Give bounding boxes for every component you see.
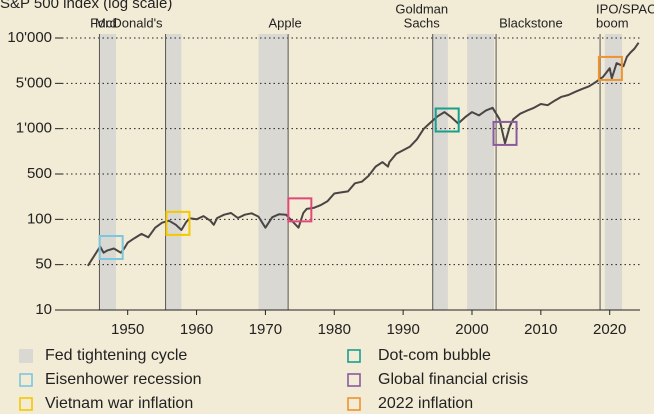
event-label: Goldman (395, 1, 448, 16)
event-label: Ford (90, 15, 117, 30)
legend-swatch (347, 349, 361, 363)
legend-label: Dot-com bubble (378, 347, 491, 364)
x-tick-label: 1980 (318, 321, 351, 338)
x-tick-label: 2020 (593, 321, 626, 338)
legend-label: Eisenhower recession (45, 371, 202, 388)
event-label: Blackstone (499, 15, 563, 30)
y-tick-label: 100 (27, 210, 52, 227)
x-tick-label: 2000 (455, 321, 488, 338)
event-label: McDonald's (95, 15, 163, 30)
event-label: Apple (269, 15, 302, 30)
legend-label: Fed tightening cycle (45, 347, 187, 364)
shaded-region (467, 34, 495, 310)
x-tick-label: 1960 (180, 321, 213, 338)
y-tick-label: 50 (35, 256, 52, 273)
y-tick-label: 10 (35, 301, 52, 318)
x-tick-label: 1970 (249, 321, 282, 338)
episode-box (434, 107, 460, 133)
legend-label: 2022 inflation (378, 395, 473, 412)
y-tick-label: 5'000 (16, 74, 52, 91)
episode-box (597, 55, 623, 81)
shaded-region (604, 34, 623, 310)
legend-swatch (19, 397, 33, 411)
episode-box (492, 120, 518, 146)
event-label: Sachs (404, 15, 441, 30)
y-tick-label: 1'000 (16, 120, 52, 137)
legend-swatch (19, 349, 33, 363)
episode-box (98, 235, 124, 261)
episode-box (165, 210, 191, 236)
legend-swatch (347, 397, 361, 411)
shaded-region (100, 34, 116, 310)
legend-swatch (19, 373, 33, 387)
x-tick-label: 1990 (386, 321, 419, 338)
shaded-region (258, 34, 289, 310)
index-line (86, 42, 640, 267)
episode-box (287, 197, 313, 223)
legend-label: Vietnam war inflation (45, 395, 193, 412)
event-label: boom (596, 15, 629, 30)
x-tick-label: 1950 (111, 321, 144, 338)
y-tick-label: 10'000 (7, 29, 52, 46)
chart-title: S&P 500 index (log scale) (0, 0, 172, 12)
x-tick-label: 2010 (524, 321, 557, 338)
legend-label: Global financial crisis (378, 371, 528, 388)
event-label: IPO/SPAC (596, 1, 654, 16)
legend-swatch (347, 373, 361, 387)
shaded-region (432, 34, 448, 310)
shaded-region (165, 34, 182, 310)
y-tick-label: 500 (27, 165, 52, 182)
